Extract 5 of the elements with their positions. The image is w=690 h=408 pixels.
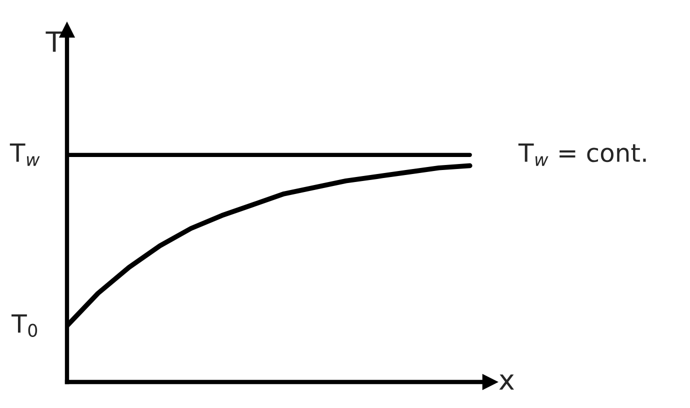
ref-line-label: T$_{w}$ [10,144,40,166]
text: T$_{w}$ = cont. [518,144,646,166]
text: T$_{0}$ [12,314,38,337]
x-axis-title: x [499,374,514,390]
y-axis-title: T [46,31,63,52]
